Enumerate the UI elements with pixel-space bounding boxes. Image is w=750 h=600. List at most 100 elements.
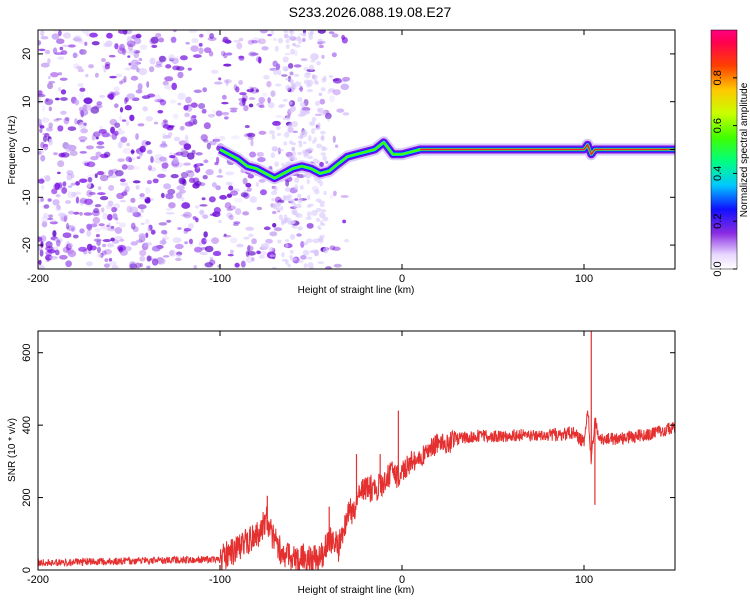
noise-blob	[90, 106, 100, 114]
noise-blob	[322, 155, 327, 162]
noise-blob	[287, 35, 295, 40]
noise-blob	[270, 190, 278, 195]
noise-blob	[67, 44, 76, 48]
noise-blob	[83, 122, 87, 126]
noise-blob	[291, 198, 295, 205]
noise-blob	[122, 147, 131, 155]
noise-blob	[194, 181, 202, 187]
noise-blob	[247, 137, 254, 140]
noise-blob	[63, 215, 68, 223]
noise-blob	[176, 185, 185, 191]
noise-blob	[57, 125, 64, 132]
noise-blob	[104, 61, 111, 67]
noise-blob	[342, 219, 347, 224]
noise-blob	[96, 141, 105, 146]
noise-blob	[108, 169, 114, 176]
noise-blob	[94, 173, 98, 179]
noise-blob	[340, 194, 349, 198]
noise-blob	[290, 48, 296, 55]
noise-blob	[307, 256, 313, 260]
noise-blob	[78, 246, 88, 252]
noise-blob	[215, 185, 221, 191]
noise-blob	[177, 102, 182, 106]
noise-blob	[203, 47, 212, 54]
noise-blob	[293, 202, 297, 209]
noise-blob	[175, 254, 182, 258]
noise-blob	[306, 147, 314, 152]
noise-blob	[278, 104, 286, 108]
noise-blob	[297, 226, 303, 231]
noise-blob	[227, 253, 234, 257]
noise-blob	[188, 30, 198, 34]
noise-blob	[94, 227, 101, 233]
noise-blob	[294, 44, 301, 48]
noise-blob	[316, 60, 321, 66]
noise-blob	[256, 102, 265, 107]
noise-blob	[38, 48, 46, 52]
noise-blob	[62, 32, 71, 39]
noise-blob	[284, 52, 291, 56]
noise-blob	[318, 44, 324, 49]
noise-blob	[184, 112, 190, 118]
noise-blob	[149, 197, 154, 201]
noise-blob	[104, 258, 109, 263]
noise-blob	[139, 145, 146, 153]
noise-blob	[46, 127, 53, 132]
noise-blob	[267, 96, 271, 104]
noise-blob	[162, 132, 167, 140]
noise-blob	[211, 109, 216, 113]
noise-blob	[304, 110, 311, 114]
noise-blob	[45, 241, 53, 249]
noise-blob	[77, 68, 85, 73]
noise-blob	[131, 157, 136, 161]
noise-blob	[48, 106, 52, 112]
noise-blob	[209, 259, 216, 266]
noise-blob	[198, 47, 204, 55]
noise-blob	[251, 37, 261, 44]
noise-blob	[49, 218, 57, 223]
noise-blob	[137, 204, 147, 210]
noise-blob	[151, 44, 158, 48]
noise-blob	[242, 211, 250, 216]
noise-blob	[229, 107, 238, 110]
noise-blob	[119, 238, 125, 242]
noise-blob	[228, 214, 234, 221]
noise-blob	[221, 101, 229, 105]
noise-blob	[321, 54, 325, 59]
noise-blob	[285, 242, 289, 249]
noise-blob	[154, 64, 163, 68]
noise-blob	[89, 32, 98, 38]
noise-blob	[79, 212, 83, 216]
spectrogram-y-ticks: -20 -10 0 10 20	[21, 48, 675, 253]
noise-blob	[198, 241, 203, 247]
noise-blob	[126, 142, 131, 147]
noise-blob	[74, 118, 78, 125]
noise-blob	[233, 84, 238, 91]
noise-blob	[276, 132, 282, 136]
noise-blob	[38, 90, 43, 96]
noise-blob	[82, 103, 92, 111]
noise-blob	[115, 221, 121, 225]
noise-blob	[277, 148, 284, 152]
noise-blob	[161, 162, 169, 169]
noise-blob	[296, 233, 302, 237]
noise-blob	[117, 158, 125, 163]
noise-blob	[209, 113, 213, 118]
noise-blob	[176, 66, 185, 71]
noise-blob	[38, 149, 44, 155]
noise-blob	[291, 225, 295, 228]
noise-blob	[198, 33, 204, 38]
noise-blob	[272, 120, 281, 126]
noise-blob	[332, 77, 342, 84]
noise-blob	[129, 114, 135, 122]
noise-blob	[149, 57, 156, 65]
noise-blob	[293, 64, 302, 68]
noise-blob	[306, 178, 310, 185]
noise-blob	[162, 135, 172, 139]
noise-blob	[168, 125, 175, 128]
noise-blob	[296, 174, 305, 179]
noise-blob	[108, 94, 113, 100]
noise-blob	[310, 53, 319, 61]
noise-blob	[318, 200, 325, 204]
noise-blob	[297, 260, 304, 263]
